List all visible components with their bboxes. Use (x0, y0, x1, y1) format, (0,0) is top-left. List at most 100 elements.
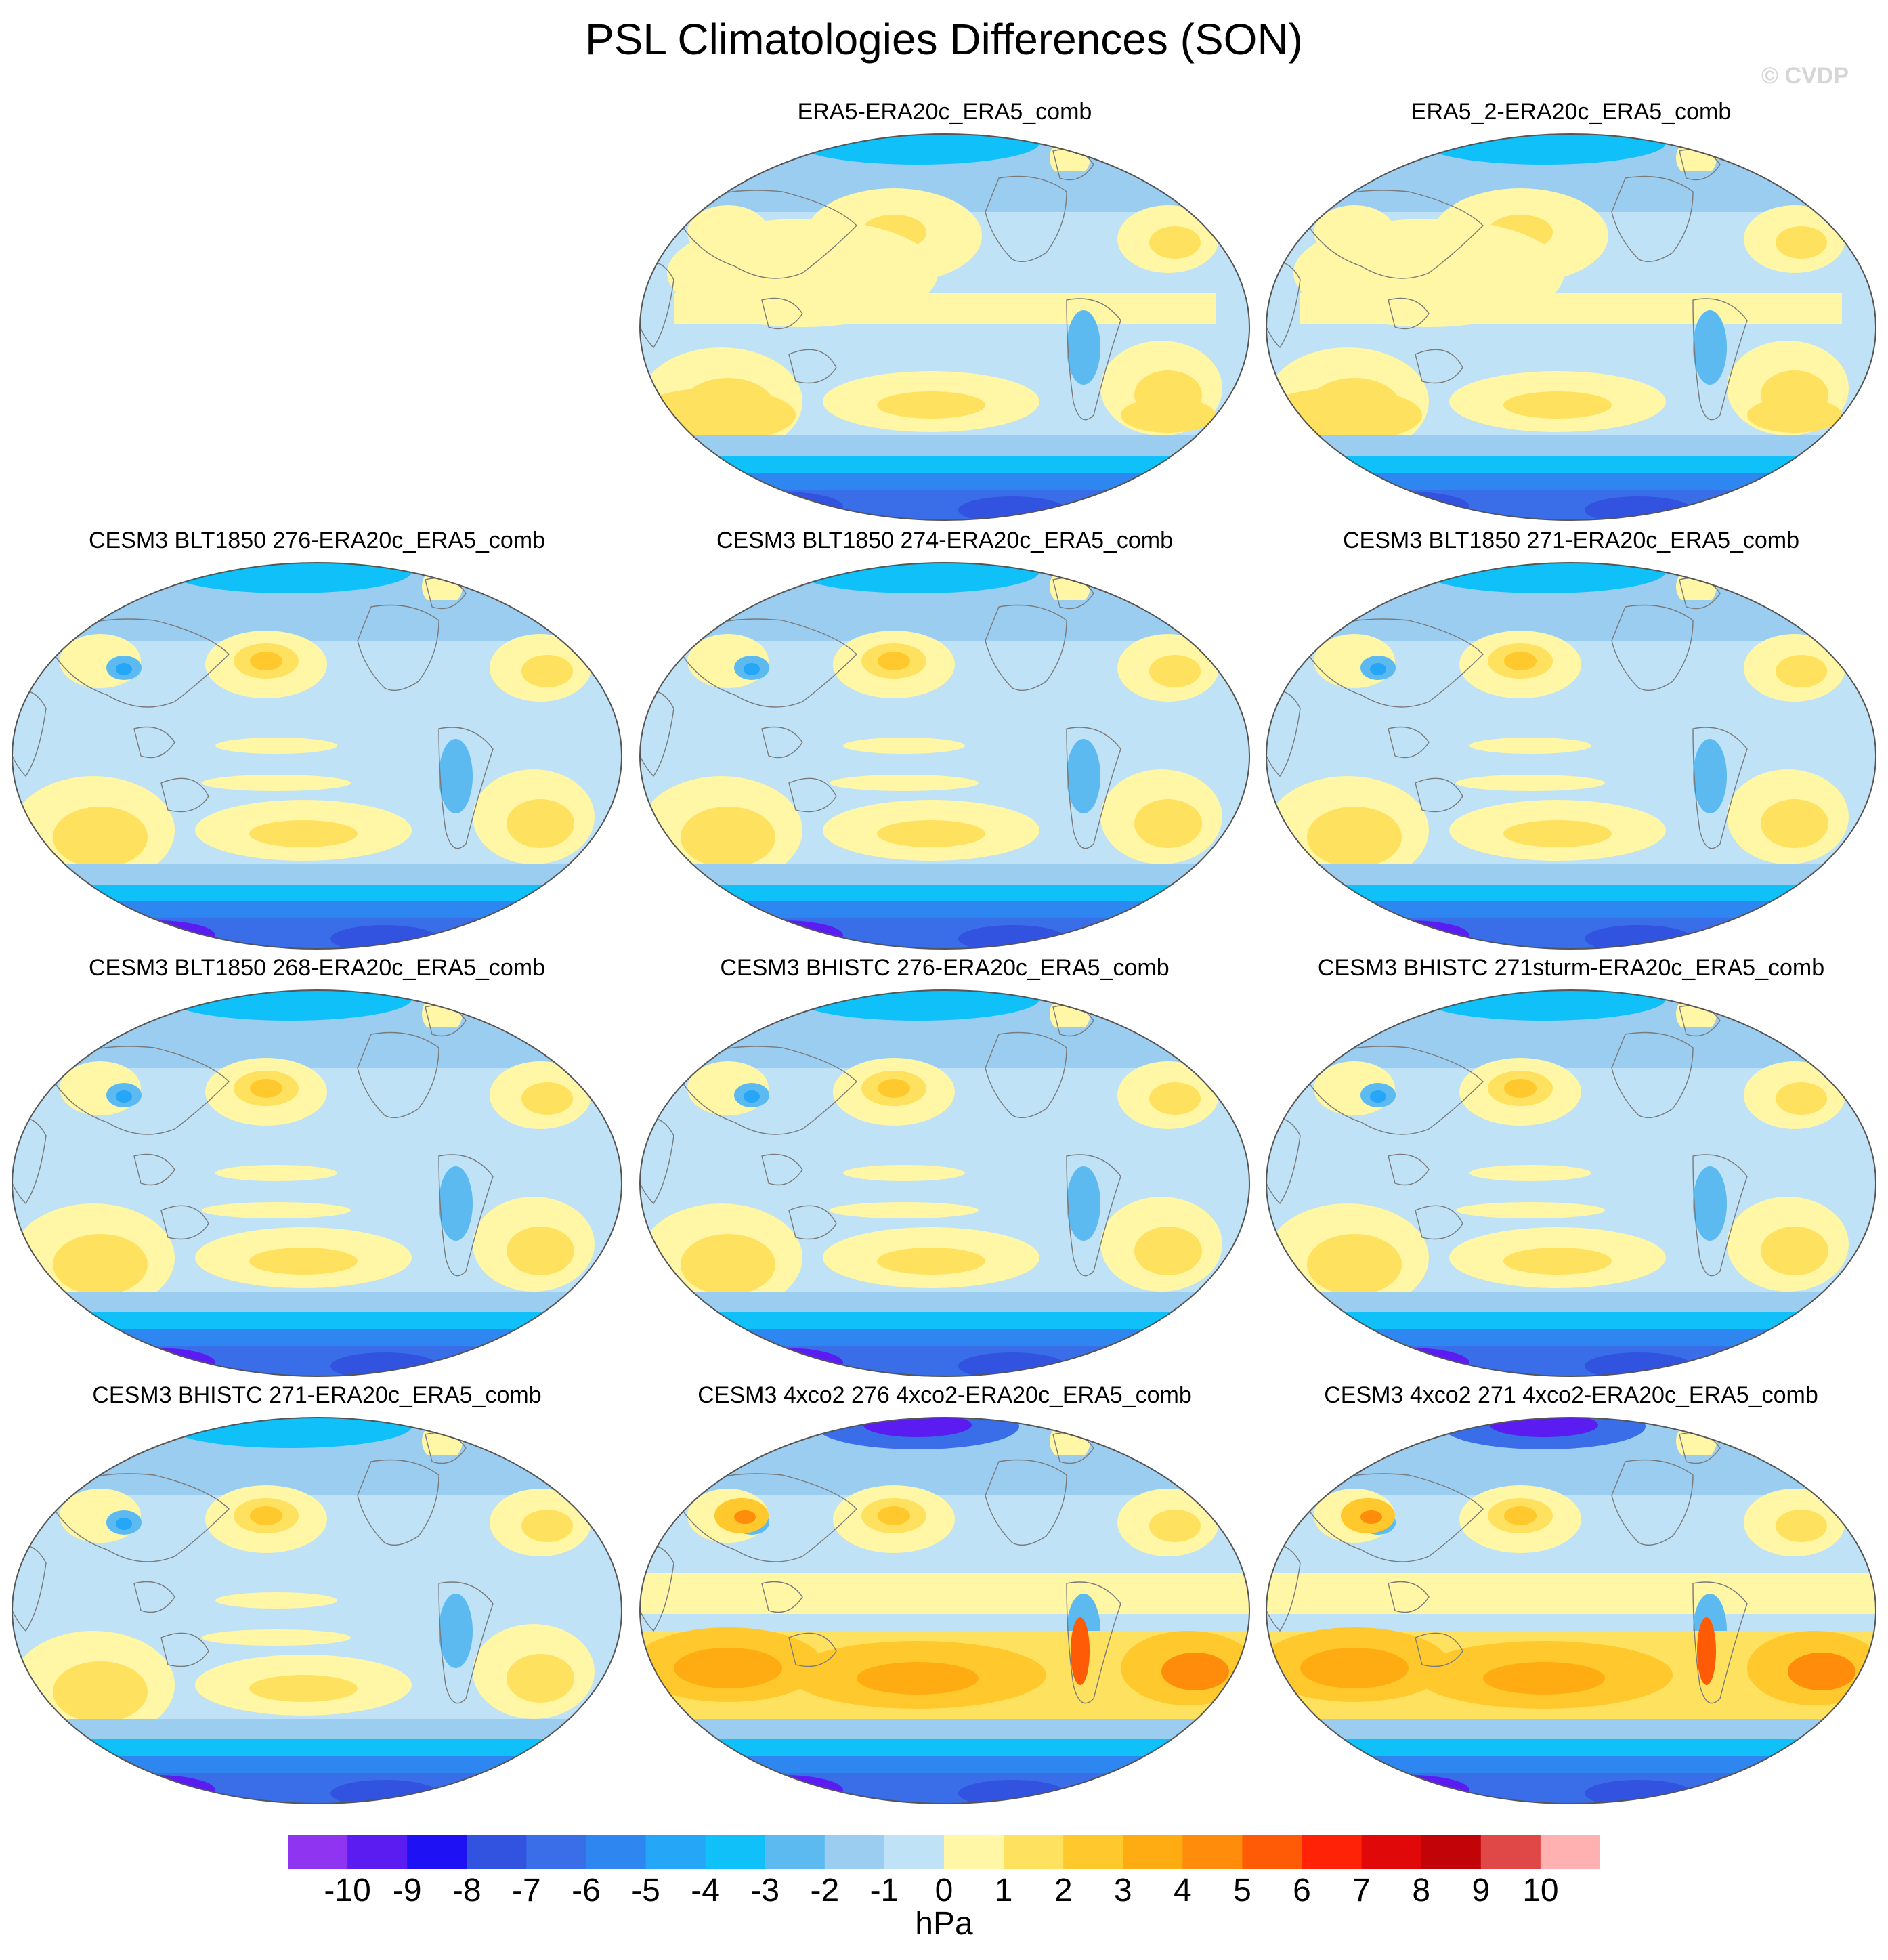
colorbar-box (705, 1835, 766, 1869)
map-outline (639, 562, 1250, 950)
equatorial-stripe-south (202, 1629, 351, 1646)
equatorial-stripe (215, 1165, 337, 1181)
map-outline (12, 1417, 622, 1804)
north-atlantic-high-core (1149, 226, 1201, 259)
colorbar-tick-label: 5 (1233, 1873, 1251, 1909)
north-atlantic-high-core (1149, 655, 1201, 687)
colorbar-box (407, 1835, 467, 1869)
colorbar-tick-label: -4 (691, 1873, 720, 1909)
coastline-south-america (1066, 298, 1121, 421)
antarctic-low-west (721, 1775, 843, 1804)
coastline-north-america (1611, 1031, 1694, 1118)
andes-low (1693, 739, 1727, 813)
colorbar-box (288, 1835, 348, 1869)
colorbar-box (1004, 1835, 1064, 1869)
arctic-low (168, 1418, 412, 1448)
map-fill (640, 563, 1249, 949)
south-indian-high-core (681, 1234, 775, 1295)
coastline-north-america (985, 1459, 1067, 1546)
colorbar-tick-label: -1 (870, 1873, 899, 1909)
colorbar-box (765, 1835, 825, 1869)
north-pacific-high-inner (250, 1079, 282, 1098)
coastline-south-america (1066, 1154, 1121, 1277)
southern-ocean-belt-1 (640, 1719, 1249, 1739)
north-pacific-high-inner (1504, 1079, 1537, 1098)
south-atlantic-high-core (1761, 799, 1828, 848)
antarctic-low-west (93, 920, 215, 949)
antarctic-low-west (93, 1348, 215, 1376)
coastline-australia (1415, 1205, 1463, 1240)
arctic-low (1422, 990, 1666, 1021)
north-atlantic-high-core (521, 1510, 573, 1542)
colorbar-box (1123, 1835, 1183, 1869)
map-panel-era5: ERA5-ERA20c_ERA5_comb (633, 97, 1256, 530)
south-pacific-high-core (1503, 820, 1612, 847)
equatorial-stripe (843, 738, 965, 754)
antarctic-low-west (1348, 1775, 1469, 1804)
coastline-south-america (438, 1154, 494, 1277)
robinson-map (639, 989, 1250, 1377)
panel-title: CESM3 4xco2 276 4xco2-ERA20c_ERA5_comb (698, 1382, 1192, 1408)
map-outline (639, 1417, 1250, 1804)
tropical-band (1266, 1573, 1876, 1614)
colorbar-tick-label: -5 (631, 1873, 660, 1909)
south-pacific-high-core (249, 1675, 358, 1702)
colorbar (288, 1835, 1600, 1869)
robinson-map (639, 133, 1250, 521)
coastline-south-america (1692, 727, 1748, 849)
antarctic-low-core (124, 1358, 185, 1374)
coastline-eurasia (673, 1473, 857, 1562)
colorbar-box (586, 1835, 647, 1869)
coastline-eurasia (1300, 190, 1484, 279)
antarctic-low-core (1378, 1358, 1439, 1374)
coastline-australia (1415, 1632, 1463, 1667)
coastline-north-america (357, 1459, 439, 1546)
map-fill (12, 563, 622, 949)
robinson-map (1266, 562, 1876, 950)
coastline-south-america (1066, 1581, 1121, 1704)
coastline-north-america (1611, 175, 1694, 262)
map-panel-4xco2-276: CESM3 4xco2 276 4xco2-ERA20c_ERA5_comb (633, 1380, 1256, 1814)
antarctic-low-east (486, 920, 581, 944)
south-atlantic-high-core (507, 1227, 574, 1275)
antarctic-belt (1266, 1773, 1876, 1804)
panel-title: ERA5-ERA20c_ERA5_comb (797, 99, 1092, 125)
equatorial-stripe-south (830, 1202, 979, 1218)
coastline-australia (788, 1205, 837, 1240)
colorbar-tick-label: 10 (1522, 1873, 1559, 1909)
coastline-australia (788, 349, 837, 384)
map-panel-blt1850-276: CESM3 BLT1850 276-ERA20c_ERA5_comb (5, 526, 628, 959)
panel-title: CESM3 BLT1850 268-ERA20c_ERA5_comb (88, 955, 546, 981)
coastline-maritime-continent (761, 297, 803, 330)
south-pacific-high-core (249, 1248, 358, 1275)
coastline-north-america (357, 604, 439, 691)
colorbar-box (1361, 1835, 1422, 1869)
southern-ocean-belt-1 (1266, 864, 1876, 885)
south-atlantic-high-core (1134, 1227, 1202, 1275)
arctic-low (796, 563, 1039, 593)
colorbar-box (645, 1835, 706, 1869)
tibet-low-core (744, 1090, 760, 1103)
antarctic-low-core (1378, 1785, 1439, 1802)
southern-ocean-belt-1 (12, 864, 622, 885)
south-indian-high-core (1300, 1648, 1409, 1688)
north-atlantic-high-core (1776, 655, 1827, 687)
antarctic-low-west (721, 1348, 843, 1376)
coastline-north-america (357, 1031, 439, 1118)
andes-low (1693, 310, 1727, 385)
arctic-low (168, 990, 412, 1021)
colorbar-box (1242, 1835, 1303, 1869)
andes-low (1067, 739, 1100, 813)
colorbar-box (1421, 1835, 1482, 1869)
north-pacific-high-inner (250, 1506, 282, 1525)
map-panel-blt1850-274: CESM3 BLT1850 274-ERA20c_ERA5_comb (633, 526, 1256, 959)
map-outline (1266, 989, 1876, 1377)
antarctic-low-west (1348, 1348, 1469, 1376)
tibet-low-core (1370, 663, 1386, 675)
arctic-low (1422, 134, 1666, 165)
colorbar-box (1063, 1835, 1123, 1869)
coastline-maritime-continent (761, 1581, 803, 1613)
south-indian-high-core (681, 807, 775, 868)
south-indian-high-core (53, 1661, 148, 1722)
antarctic-low-east (486, 1347, 581, 1371)
